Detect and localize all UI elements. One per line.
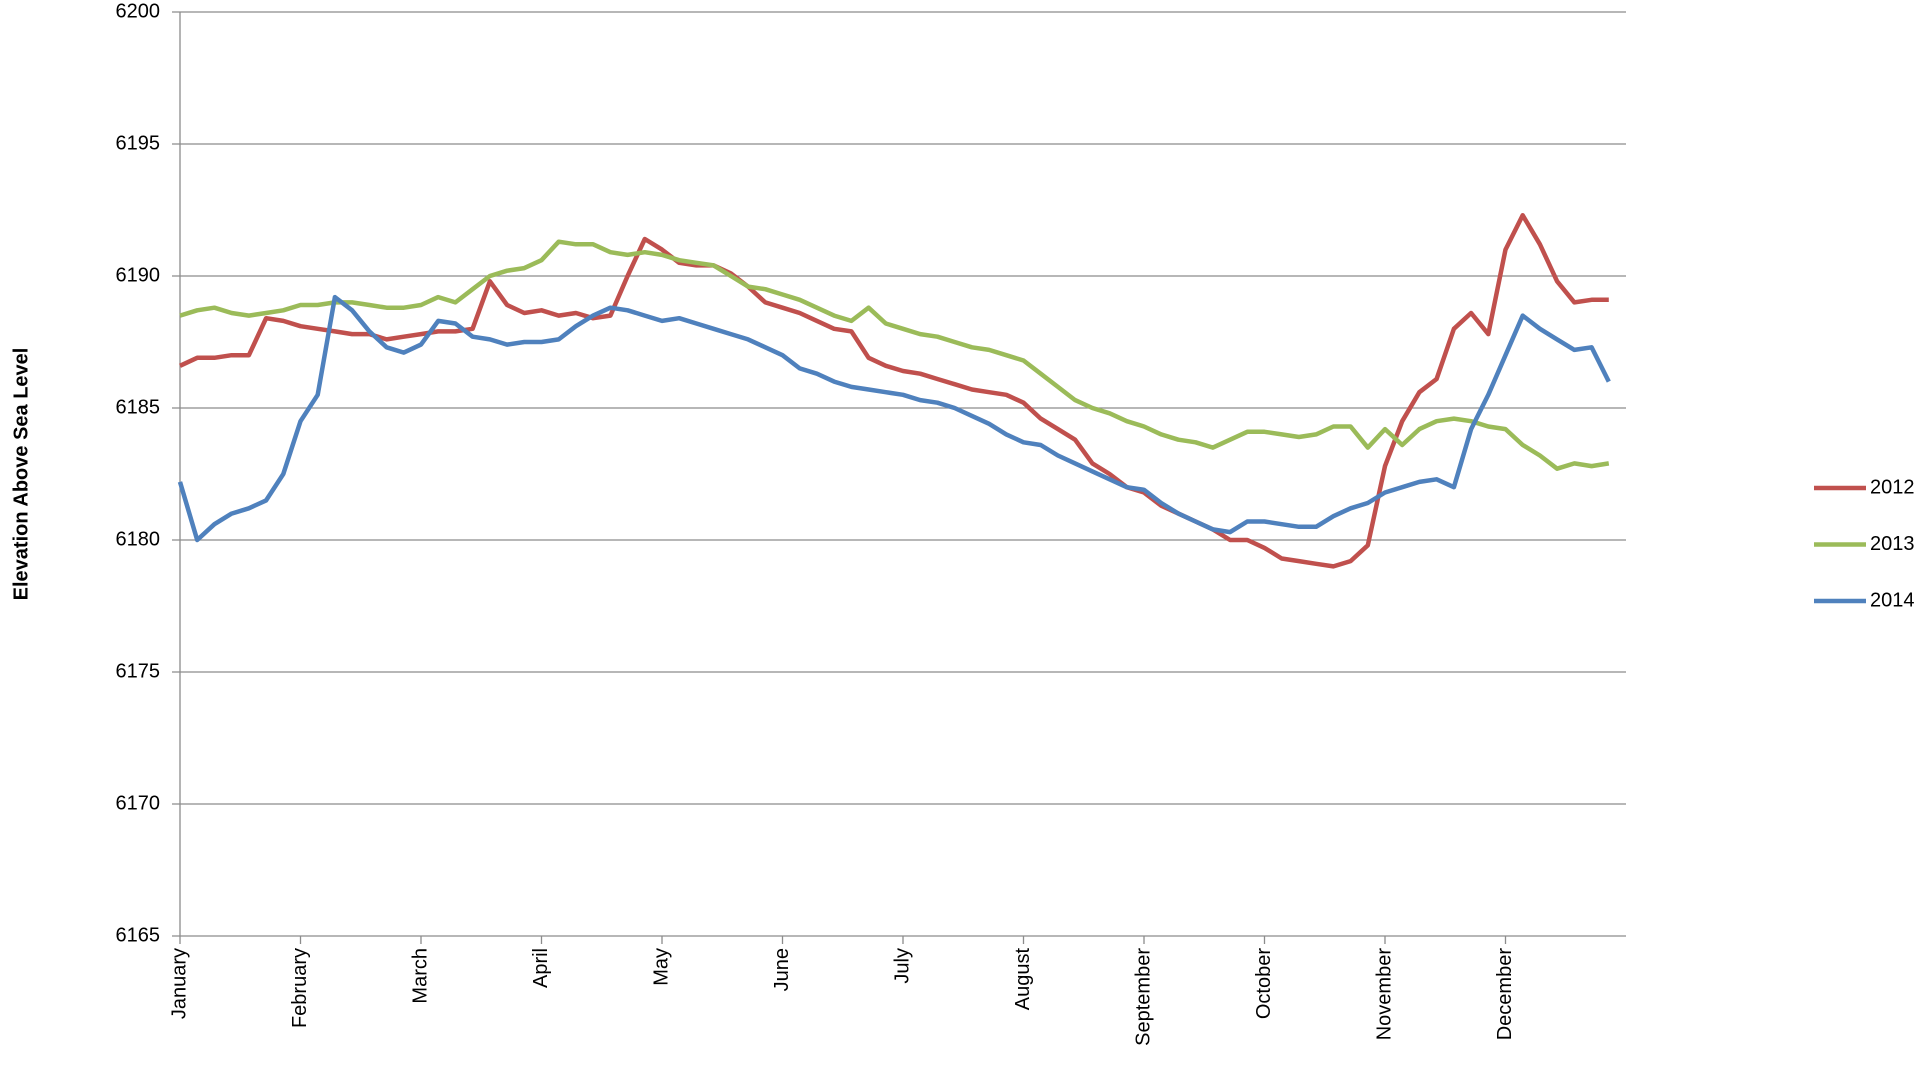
x-tick-label: June <box>771 948 793 991</box>
line-series <box>179 213 1609 569</box>
x-tick-label: February <box>289 948 311 1028</box>
x-tick-label: December <box>1494 948 1516 1041</box>
x-tick-label: January <box>168 948 190 1019</box>
y-axis-title: Elevation Above Sea Level <box>10 348 32 601</box>
y-tick-label: 6185 <box>116 396 161 418</box>
x-tick-label: November <box>1373 948 1395 1041</box>
x-tick-label: April <box>530 948 552 988</box>
x-tick-label: October <box>1253 948 1275 1019</box>
x-tick-label: March <box>409 948 431 1004</box>
x-tick-label: May <box>650 948 672 986</box>
x-tick-label: July <box>891 948 913 984</box>
x-tick-label: September <box>1132 948 1154 1046</box>
y-tick-label: 6165 <box>116 924 161 946</box>
y-tick-label: 6200 <box>116 0 161 22</box>
legend-label: 2012 <box>1870 476 1915 498</box>
y-tick-label: 6170 <box>116 792 161 814</box>
line-series <box>179 239 1610 471</box>
y-tick-label: 6190 <box>116 264 161 286</box>
legend-label: 2013 <box>1870 533 1915 555</box>
x-tick-label: August <box>1012 948 1034 1011</box>
y-tick-label: 6180 <box>116 528 161 550</box>
y-tick-label: 6175 <box>116 660 161 682</box>
line-series <box>177 294 1611 543</box>
legend-label: 2014 <box>1870 589 1915 611</box>
y-tick-label: 6195 <box>116 132 161 154</box>
